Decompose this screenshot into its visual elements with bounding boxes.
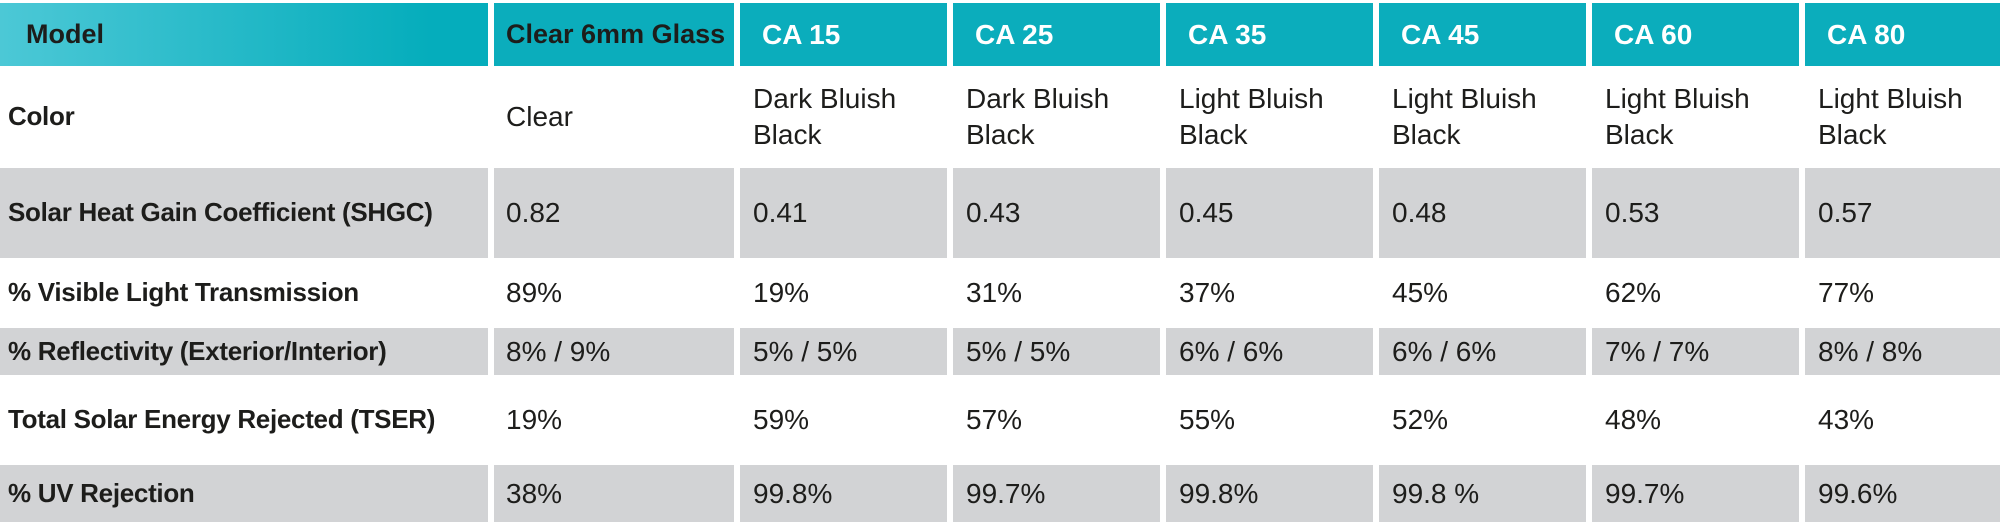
header-cell-clear-6mm-glass: Clear 6mm Glass [494, 3, 734, 66]
header-cell-ca-35: CA 35 [1166, 3, 1373, 66]
value-cell: 37% [1179, 277, 1236, 309]
header-cell-ca-80: CA 80 [1805, 3, 2000, 66]
value-cell: 99.6% [1805, 465, 2000, 522]
value-cell: Dark Bluish Black [966, 83, 1110, 150]
value-cell: 55% [1179, 404, 1236, 436]
value-cell: 0.41 [740, 168, 947, 258]
value-cell: Light Bluish Black [1605, 83, 1750, 150]
value-cell: 38% [494, 465, 734, 522]
row-tser: Total Solar Energy Rejected (TSER) 19% 5… [0, 375, 2000, 465]
value-cell: 59% [753, 404, 810, 436]
header-row: Model Clear 6mm Glass CA 15 CA 25 CA 35 … [0, 3, 2000, 66]
value-cell: 8% / 9% [494, 328, 734, 375]
value-cell: 62% [1605, 277, 1662, 309]
value-cell: Clear [506, 101, 573, 133]
value-cell: 0.82 [494, 168, 734, 258]
value-cell: 99.8% [1166, 465, 1373, 522]
value-cell: 31% [966, 277, 1023, 309]
value-cell: Dark Bluish Black [753, 83, 897, 150]
row-visible-light-transmission: % Visible Light Transmission 89% 19% 31%… [0, 258, 2000, 328]
value-cell: 99.7% [953, 465, 1160, 522]
row-label: % Visible Light Transmission [8, 277, 359, 308]
value-cell: 99.7% [1592, 465, 1799, 522]
value-cell: 0.48 [1379, 168, 1586, 258]
value-cell: 19% [753, 277, 810, 309]
header-cell-model: Model [0, 3, 488, 66]
value-cell: 7% / 7% [1592, 328, 1799, 375]
row-label: Total Solar Energy Rejected (TSER) [8, 404, 436, 435]
row-color: Color Clear Dark Bluish Black Dark Bluis… [0, 66, 2000, 168]
value-cell: 6% / 6% [1379, 328, 1586, 375]
value-cell: 19% [506, 404, 563, 436]
value-cell: 5% / 5% [953, 328, 1160, 375]
header-cell-ca-15: CA 15 [740, 3, 947, 66]
value-cell: 52% [1392, 404, 1449, 436]
value-cell: 57% [966, 404, 1023, 436]
row-reflectivity: % Reflectivity (Exterior/Interior) 8% / … [0, 328, 2000, 375]
value-cell: 77% [1818, 277, 1875, 309]
header-cell-ca-60: CA 60 [1592, 3, 1799, 66]
value-cell: 48% [1605, 404, 1662, 436]
row-uv-rejection: % UV Rejection 38% 99.8% 99.7% 99.8% 99.… [0, 465, 2000, 522]
value-cell: 0.45 [1166, 168, 1373, 258]
row-label: Solar Heat Gain Coefficient (SHGC) [0, 168, 488, 258]
value-cell: Light Bluish Black [1818, 83, 1963, 150]
value-cell: 43% [1818, 404, 1875, 436]
value-cell: 8% / 8% [1805, 328, 2000, 375]
value-cell: 89% [506, 277, 563, 309]
row-label: Color [8, 101, 75, 132]
value-cell: 5% / 5% [740, 328, 947, 375]
value-cell: 6% / 6% [1166, 328, 1373, 375]
value-cell: Light Bluish Black [1392, 83, 1537, 150]
header-cell-ca-45: CA 45 [1379, 3, 1586, 66]
value-cell: Light Bluish Black [1179, 83, 1324, 150]
value-cell: 99.8% [740, 465, 947, 522]
value-cell: 99.8 % [1379, 465, 1586, 522]
value-cell: 0.53 [1592, 168, 1799, 258]
row-label: % Reflectivity (Exterior/Interior) [0, 328, 488, 375]
header-cell-ca-25: CA 25 [953, 3, 1160, 66]
row-label: % UV Rejection [0, 465, 488, 522]
row-shgc: Solar Heat Gain Coefficient (SHGC) 0.82 … [0, 168, 2000, 258]
value-cell: 0.57 [1805, 168, 2000, 258]
value-cell: 45% [1392, 277, 1449, 309]
value-cell: 0.43 [953, 168, 1160, 258]
